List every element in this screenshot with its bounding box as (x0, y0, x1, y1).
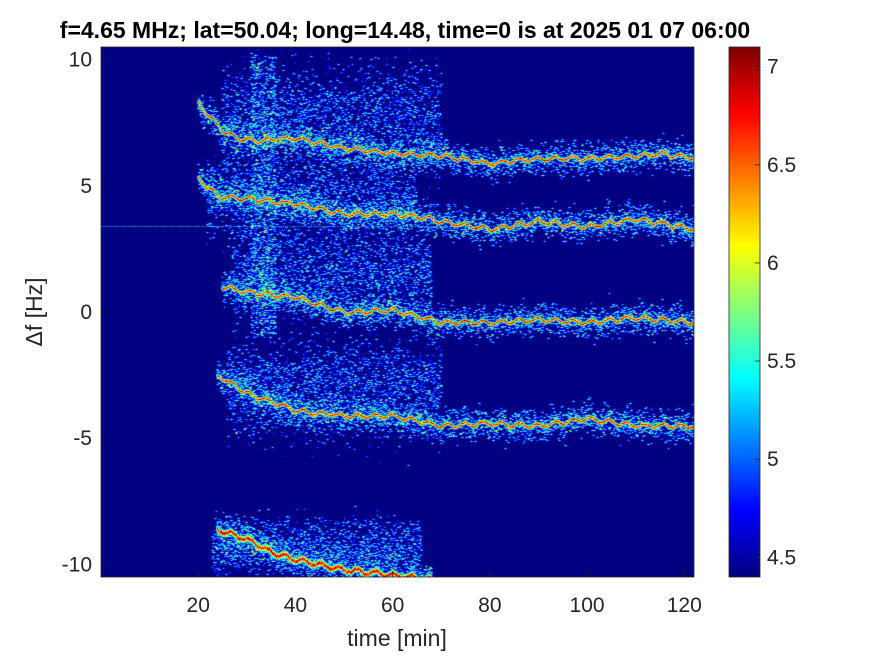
x-axis: 20 40 60 80 100 120 (187, 571, 702, 617)
chart-title: f=4.65 MHz; lat=50.04; long=14.48, time=… (60, 17, 750, 43)
y-axis: 10 5 0 -5 -10 (62, 49, 107, 576)
y-axis-label: Δf [Hz] (21, 277, 47, 346)
y-tick-label: 0 (80, 301, 92, 324)
colorbar-tick-label: 4.5 (767, 546, 796, 569)
colorbar-tick-label: 7 (767, 56, 779, 79)
y-tick-label: -5 (73, 427, 92, 450)
x-tick-label: 60 (381, 594, 404, 617)
x-tick-label: 20 (187, 594, 210, 617)
colorbar-frame (728, 46, 761, 578)
x-axis-label: time [min] (347, 625, 447, 651)
colorbar-tick-label: 6.5 (767, 154, 796, 177)
y-tick-label: 10 (69, 49, 92, 72)
x-tick-label: 40 (284, 594, 307, 617)
colorbar-tick-label: 5.5 (767, 350, 796, 373)
colorbar-axis: 4.5 5 5.5 6 6.5 7 (755, 56, 796, 569)
x-tick-label: 100 (570, 594, 605, 617)
heatmap-image (101, 47, 694, 577)
colorbar-tick-label: 6 (767, 252, 779, 275)
y-tick-label: -10 (62, 553, 92, 576)
plot-area (101, 47, 694, 577)
colorbar (729, 47, 760, 577)
x-tick-label: 120 (667, 594, 702, 617)
colorbar-image (729, 47, 760, 577)
colorbar-tick-label: 5 (767, 448, 779, 471)
y-tick-label: 5 (80, 175, 92, 198)
x-tick-label: 80 (478, 594, 501, 617)
